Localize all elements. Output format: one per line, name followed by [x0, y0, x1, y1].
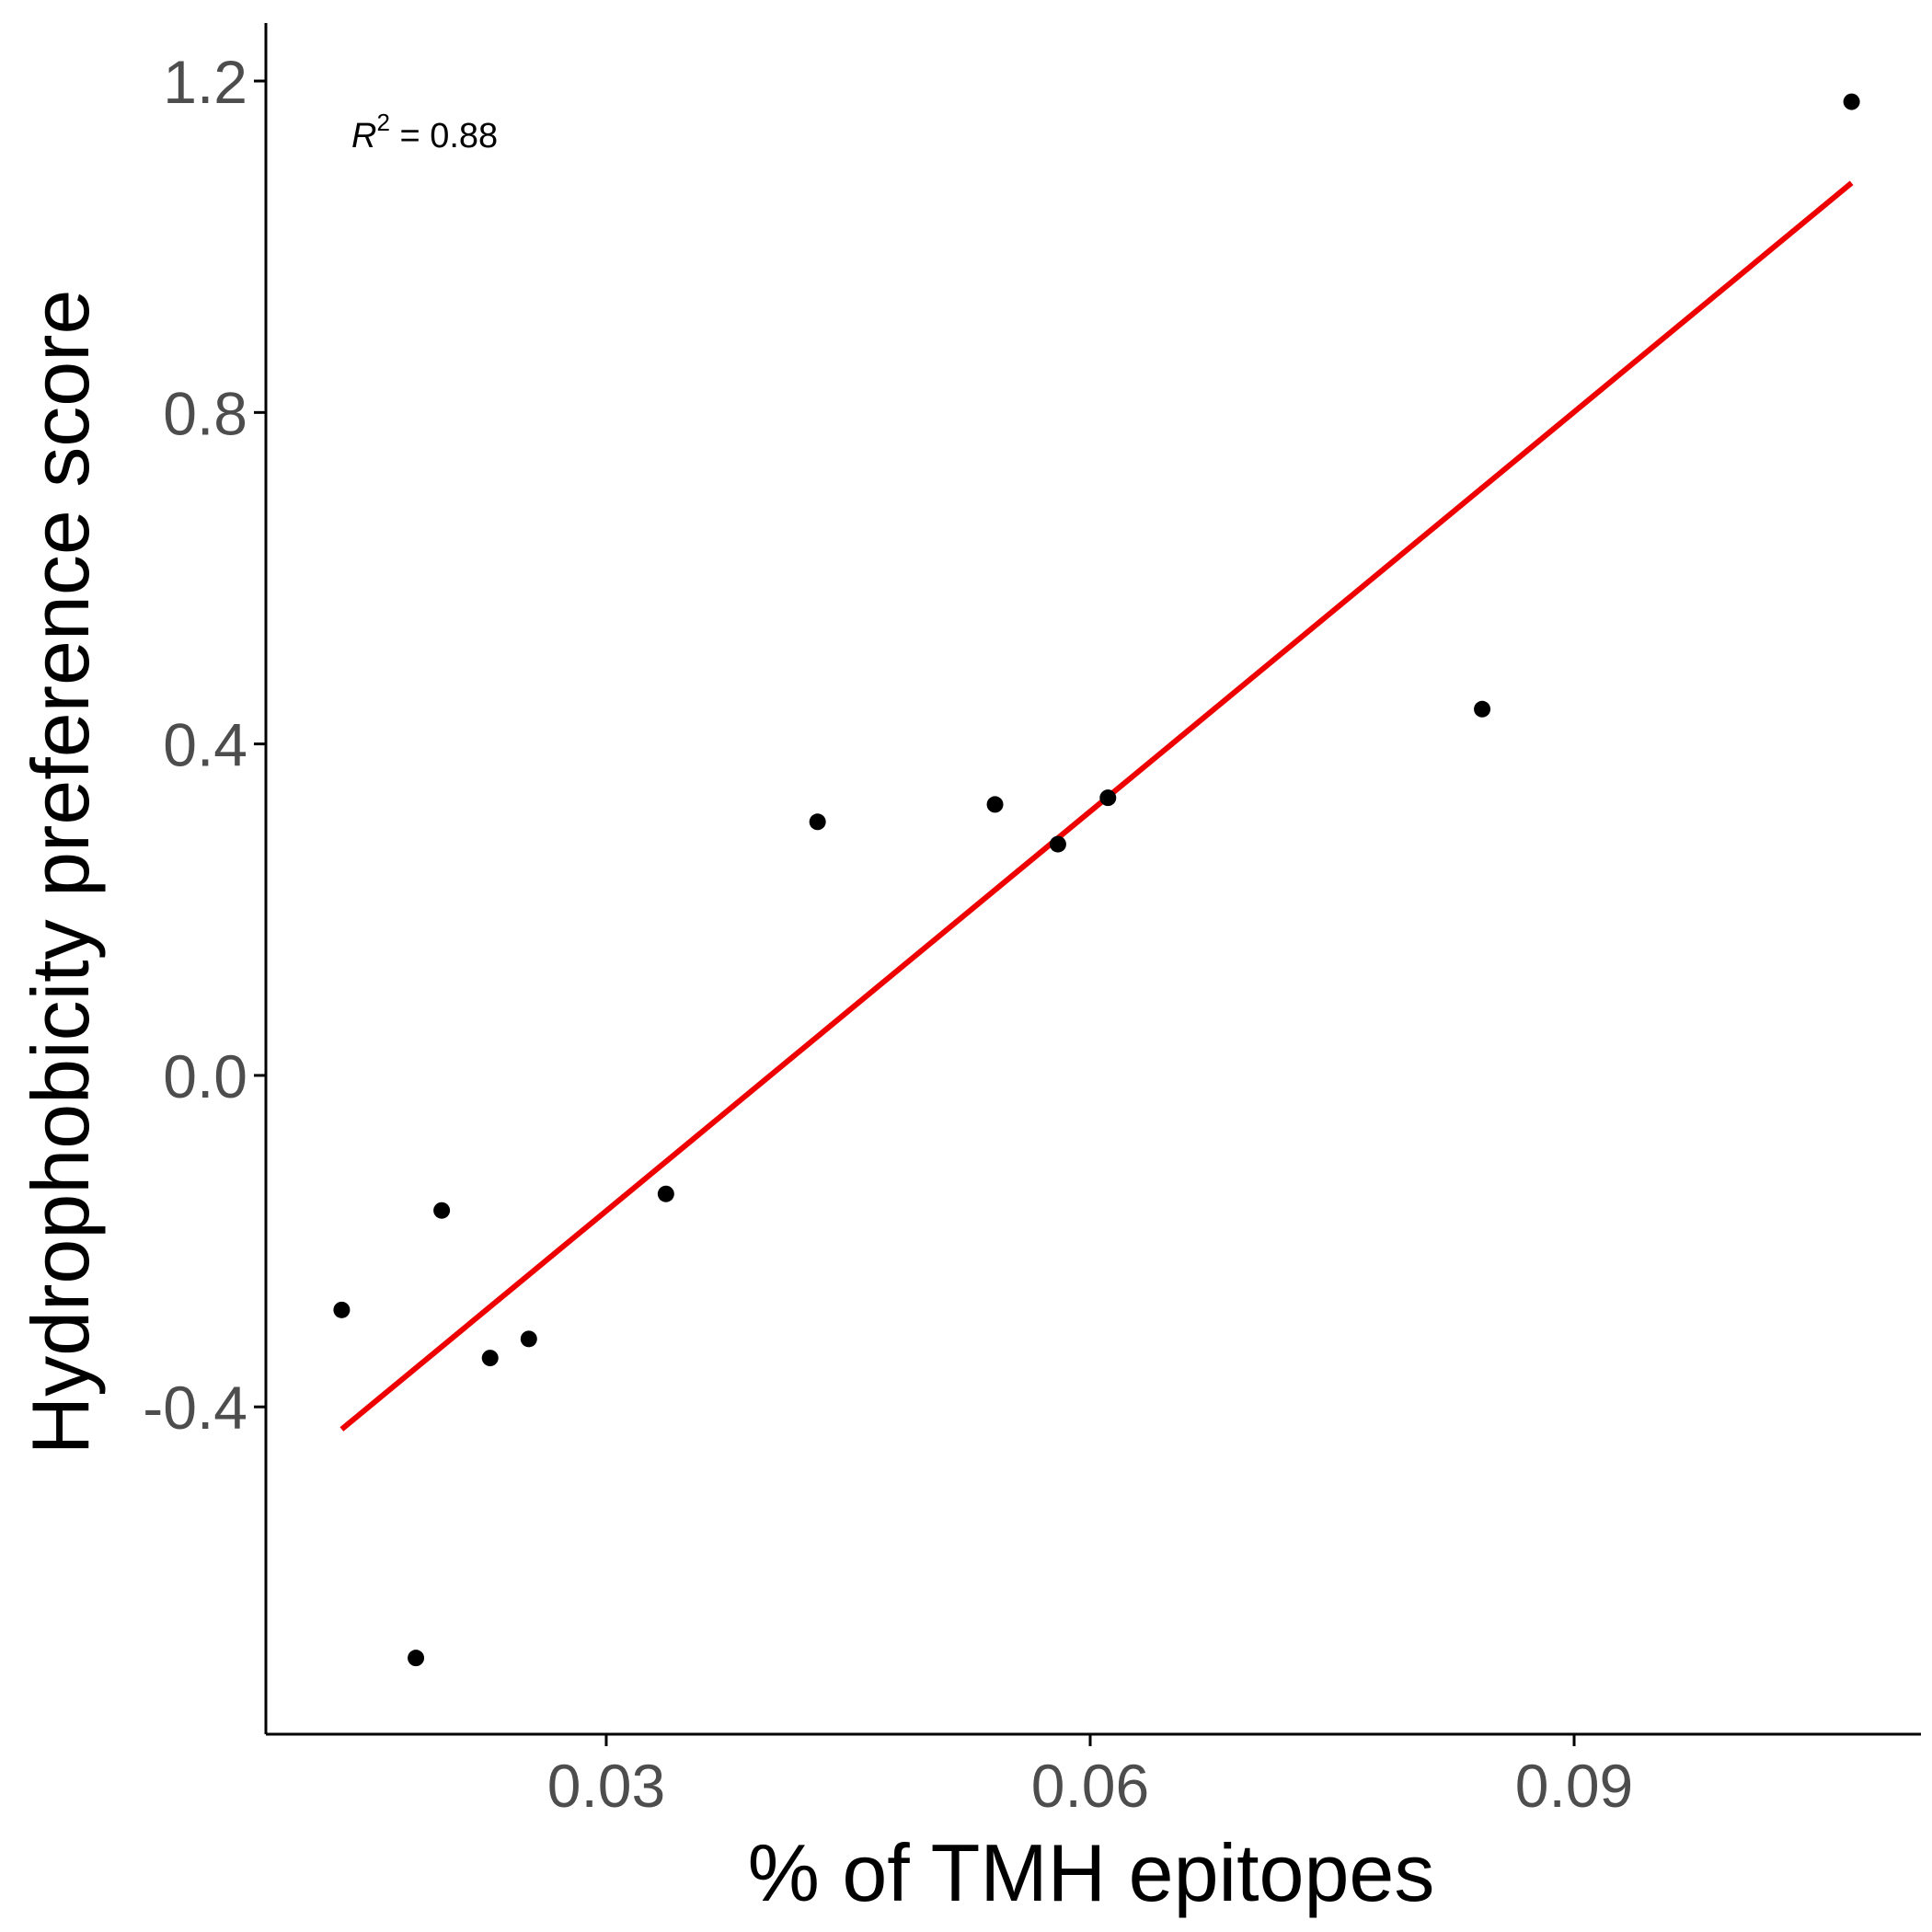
y-tick-label: 0.4: [163, 711, 247, 779]
y-tick-label: 0.0: [163, 1042, 247, 1110]
data-point: [1843, 93, 1860, 110]
data-point: [433, 1202, 451, 1219]
x-axis-title: % of TMH epitopes: [748, 1827, 1435, 1918]
y-tick-label: 1.2: [163, 48, 247, 116]
x-tick-label: 0.06: [1031, 1752, 1149, 1820]
y-axis-ticks: -0.4 0.0 0.4 0.8 1.2: [143, 48, 266, 1442]
data-point: [520, 1330, 537, 1348]
y-tick-label: 0.8: [163, 379, 247, 447]
r-squared-annotation: R2 = 0.88: [351, 109, 498, 155]
r-superscript: 2: [376, 109, 389, 136]
y-axis-title: Hydrophobicity preference score: [15, 290, 106, 1455]
data-point: [986, 796, 1004, 813]
data-point: [1099, 789, 1117, 807]
data-point: [657, 1185, 674, 1202]
x-tick-label: 0.09: [1515, 1752, 1633, 1820]
x-tick-label: 0.03: [547, 1752, 665, 1820]
data-point: [1049, 835, 1066, 853]
r-value: = 0.88: [390, 117, 498, 155]
data-point: [1474, 700, 1491, 718]
y-tick-label: -0.4: [143, 1374, 247, 1442]
data-point: [481, 1350, 499, 1367]
data-point: [333, 1301, 351, 1318]
data-point: [408, 1650, 425, 1667]
data-point: [809, 813, 826, 831]
regression-line: [339, 180, 1854, 1432]
x-axis-ticks: 0.03 0.06 0.09: [547, 1734, 1633, 1820]
r-symbol: R: [351, 117, 376, 155]
data-points: [333, 93, 1860, 1667]
